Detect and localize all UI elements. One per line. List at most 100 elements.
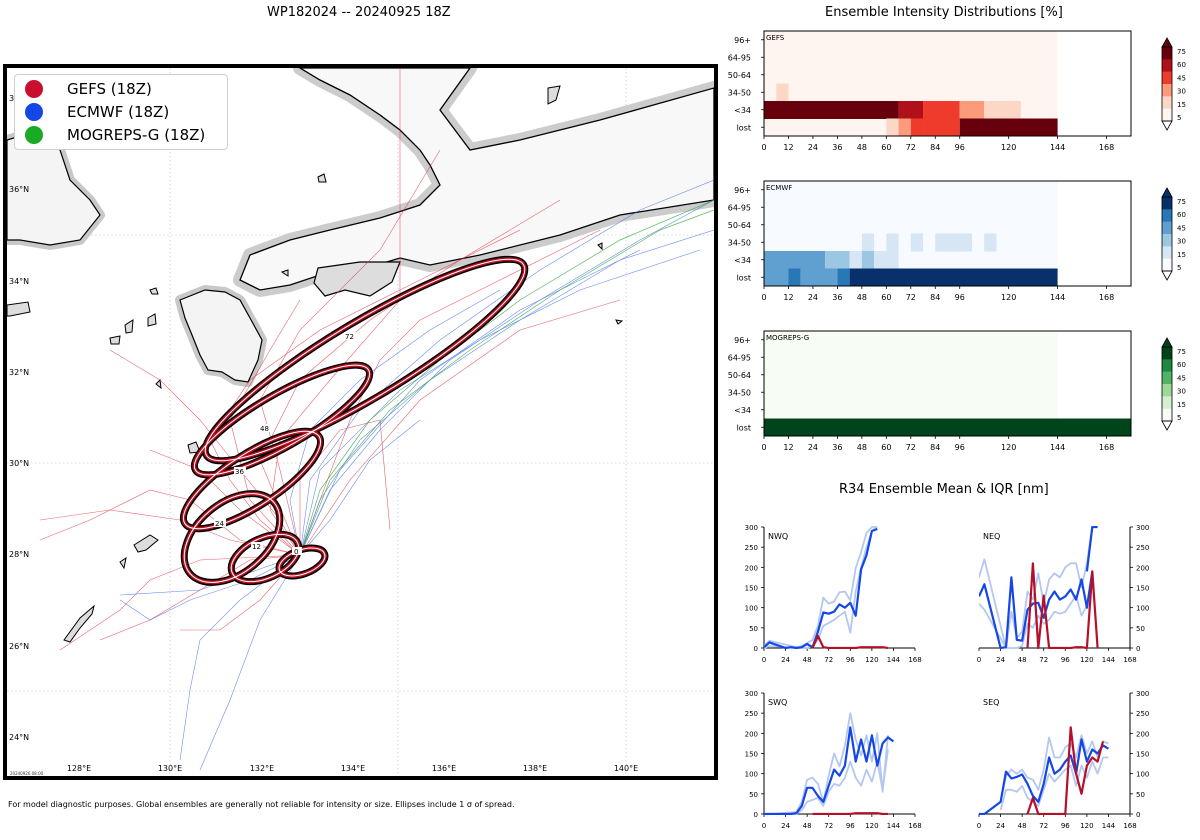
heatmap-cell — [910, 233, 924, 252]
r34-y-tick-label: 0 — [1136, 811, 1140, 819]
series-line-ecmwf-iqr-upper — [764, 526, 878, 649]
heatmap-cell — [947, 101, 960, 119]
heatmap-cell — [849, 268, 1058, 287]
legend-label-ecmwf: ECMWF (18Z) — [67, 103, 170, 121]
heatmap-x-tick-label: 60 — [881, 443, 891, 452]
heatmap-row-label: <34 — [734, 256, 751, 265]
colorbar-frame — [1161, 346, 1173, 422]
colorbar-extend-top — [1161, 337, 1173, 348]
r34-y-tick-label: 150 — [745, 585, 758, 593]
legend-marker-ecmwf — [25, 103, 43, 121]
colorbar-segment — [1162, 234, 1172, 247]
r34-y-tick-label: 0 — [1136, 645, 1140, 653]
heatmap-cell — [984, 101, 1021, 119]
colorbar-tick-label: 45 — [1177, 224, 1186, 232]
r34-y-tick-label: 300 — [1136, 690, 1149, 698]
ellipse-hour-labels: 0 12 24 36 48 72 — [214, 332, 356, 556]
r34-x-tick-label: 144 — [887, 822, 901, 830]
r34-x-tick-label: 168 — [908, 656, 921, 664]
series-line-ecmwf-mean — [764, 527, 878, 649]
heatmap-panel-label: ECMWF — [766, 184, 792, 192]
heatmap-row-label: 34-50 — [728, 238, 751, 247]
legend-item-gefs: GEFS (18Z) — [25, 78, 152, 100]
heatmap-x-tick-label: 72 — [906, 443, 916, 452]
map-legend: GEFS (18Z) ECMWF (18Z) MOGREPS-G (18Z) — [14, 74, 228, 150]
r34-x-tick-label: 72 — [1039, 656, 1048, 664]
r34-panel-label: NEQ — [983, 532, 1000, 541]
heatmap-row-label: 64-95 — [728, 203, 751, 212]
colorbar-tick-label: 30 — [1177, 388, 1186, 396]
r34-y-tick-label: 0 — [754, 811, 758, 819]
lon-label: 136°E — [432, 764, 456, 773]
colorbar-segment — [1162, 221, 1172, 235]
heatmap-x-tick-label: 144 — [1050, 443, 1065, 452]
ellipse-label-0: 0 — [294, 548, 298, 556]
colorbar-extend-bottom — [1161, 270, 1173, 281]
heatmap-panel-label: MOGREPS-G — [766, 334, 809, 342]
r34-y-tick-label: 100 — [745, 605, 758, 613]
colorbar-segment — [1162, 84, 1172, 97]
colorbar-tick-label: 75 — [1177, 48, 1186, 56]
colorbar-extend-top — [1161, 37, 1173, 48]
r34-x-tick-label: 0 — [762, 656, 766, 664]
r34-x-tick-label: 48 — [803, 656, 812, 664]
heatmap-row-label: 96+ — [734, 36, 751, 45]
lat-label: 28°N — [9, 550, 29, 559]
lon-label: 134°E — [341, 764, 365, 773]
colorbar-extend-bottom — [1161, 120, 1173, 131]
lat-label: 32°N — [9, 368, 29, 377]
intensity-title: Ensemble Intensity Distributions [%] — [825, 5, 1063, 20]
r34-x-tick-label: 168 — [1123, 656, 1136, 664]
r34-x-tick-label: 144 — [1102, 656, 1116, 664]
colorbar-segment — [1162, 408, 1172, 422]
r34-panel-swq: SWQ 0 50 100 150 200 250 300 0 24 48 72 96 120 144 168 — [745, 690, 922, 830]
heatmap-cell — [764, 251, 826, 269]
colorbar-tick-label: 75 — [1177, 348, 1186, 356]
heatmap-cell — [984, 233, 997, 252]
r34-x-tick-label: 0 — [977, 656, 981, 664]
r34-x-tick-label: 120 — [1080, 656, 1093, 664]
heatmap-x-tick-label: 24 — [808, 443, 818, 452]
r34-title: R34 Ensemble Mean & IQR [nm] — [839, 482, 1049, 497]
heatmap-cell — [910, 118, 924, 137]
colorbar-segment — [1162, 384, 1172, 397]
colorbar-extend-bottom — [1161, 420, 1173, 431]
colorbar-segment — [1162, 209, 1172, 222]
heatmap-x-tick-label: 60 — [881, 293, 891, 302]
r34-series-group — [979, 726, 1109, 815]
r34-y-tick-label: 50 — [749, 791, 758, 799]
ellipse-label-36: 36 — [235, 468, 244, 476]
r34-y-tick-label: 200 — [745, 564, 758, 572]
r34-x-tick-label: 24 — [996, 656, 1005, 664]
ellipse-label-12: 12 — [252, 543, 261, 551]
colorbar-segment — [1162, 371, 1172, 385]
series-line-ecmwf-mean — [979, 571, 1094, 649]
r34-x-tick-label: 144 — [887, 656, 901, 664]
land-shikoku — [313, 261, 401, 297]
heatmap-x-tick-label: 24 — [808, 143, 818, 152]
r34-y-tick-label: 250 — [1136, 544, 1149, 552]
series-line-ecmwf-iqr-upper — [764, 712, 889, 815]
colorbar-segment — [1162, 59, 1172, 72]
series-line-gefs-mean — [811, 634, 889, 649]
heatmap-panel-label: GEFS — [766, 34, 785, 42]
heatmap-cell — [874, 251, 899, 269]
colorbar-frame — [1161, 196, 1173, 272]
heatmap-x-tick-label: 168 — [1099, 443, 1114, 452]
heatmap-row-label: 50-64 — [728, 371, 751, 380]
heatmap-row-label: 96+ — [734, 186, 751, 195]
series-line-ecmwf-iqr-upper — [999, 734, 1109, 803]
lat-label: 34°N — [9, 277, 29, 286]
r34-panel-label: NWQ — [768, 532, 788, 541]
heatmap-cell — [959, 118, 1058, 137]
heatmap-x-tick-label: 12 — [783, 293, 793, 302]
heatmap-cell — [849, 251, 862, 269]
heatmap-cell — [825, 251, 850, 269]
series-line-ecmwf-iqr-lower — [764, 526, 878, 649]
lat-labels: 38°N 36°N 34°N 32°N 30°N 28°N 26°N 24°N — [9, 94, 29, 742]
colorbar-tick-label: 5 — [1177, 114, 1181, 122]
colorbar-tick-label: 5 — [1177, 414, 1181, 422]
series-line-gefs-mean — [1026, 726, 1105, 815]
r34-x-tick-label: 48 — [1018, 822, 1027, 830]
land-kyushu — [175, 285, 267, 387]
